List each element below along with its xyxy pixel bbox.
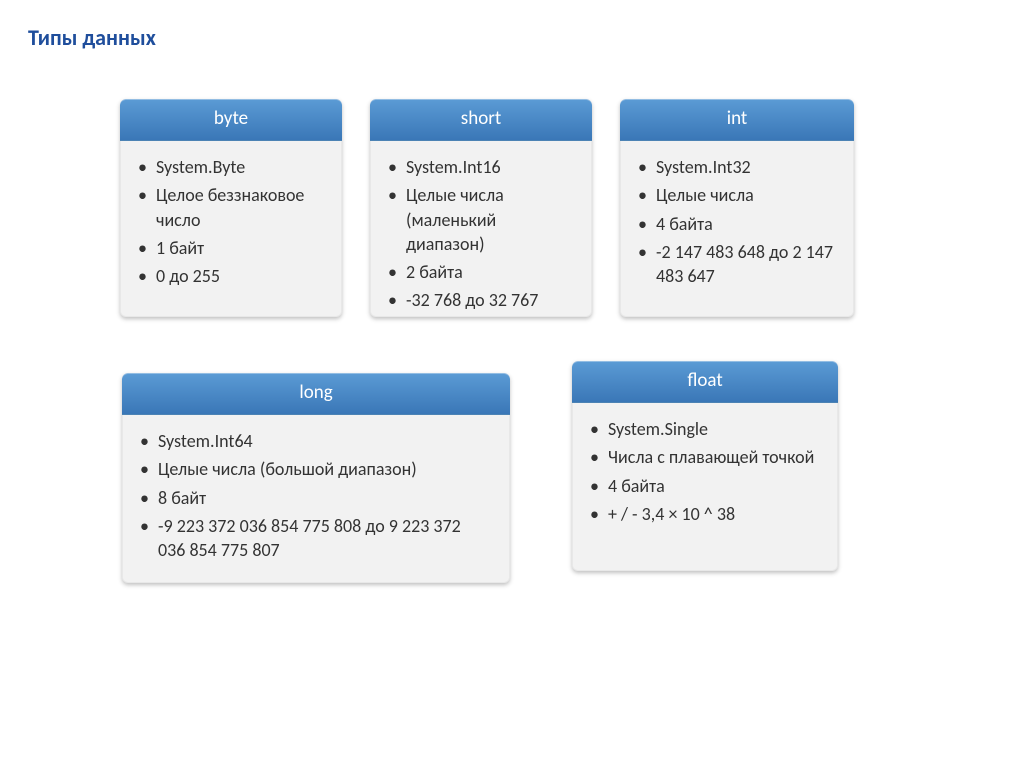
card-short-body: System.Int16 Целые числа (маленький диап…: [370, 141, 592, 317]
list-item: 2 байта: [388, 260, 574, 284]
list-item: System.Int32: [638, 155, 836, 179]
list-item: + / - 3,4 × 10 ^ 38: [590, 502, 820, 526]
list-item: -2 147 483 648 до 2 147 483 647: [638, 240, 836, 289]
card-int-body: System.Int32 Целые числа 4 байта -2 147 …: [620, 141, 854, 312]
list-item: -9 223 372 036 854 775 808 до 9 223 372 …: [140, 514, 492, 563]
list-item: 1 байт: [138, 236, 324, 260]
card-short: short System.Int16 Целые числа (маленьки…: [370, 99, 592, 317]
card-float-header: float: [572, 361, 838, 403]
card-float-body: System.Single Числа с плавающей точкой 4…: [572, 403, 838, 550]
card-long: long System.Int64 Целые числа (большой д…: [122, 373, 510, 583]
page-title: Типы данных: [28, 24, 996, 51]
list-item: -32 768 до 32 767: [388, 288, 574, 312]
cards-container: byte System.Byte Целое беззнаковое число…: [28, 99, 996, 739]
list-item: System.Byte: [138, 155, 324, 179]
card-long-body: System.Int64 Целые числа (большой диапаз…: [122, 415, 510, 583]
card-byte: byte System.Byte Целое беззнаковое число…: [120, 99, 342, 317]
list-item: System.Int64: [140, 429, 492, 453]
list-item: 4 байта: [590, 474, 820, 498]
card-byte-body: System.Byte Целое беззнаковое число 1 ба…: [120, 141, 342, 312]
list-item: System.Single: [590, 417, 820, 441]
list-item: Целые числа (большой диапазон): [140, 457, 492, 481]
list-item: Числа с плавающей точкой: [590, 445, 820, 469]
list-item: System.Int16: [388, 155, 574, 179]
list-item: Целые числа: [638, 183, 836, 207]
card-short-header: short: [370, 99, 592, 141]
card-float: float System.Single Числа с плавающей то…: [572, 361, 838, 571]
list-item: Целые числа (маленький диапазон): [388, 183, 574, 256]
list-item: 0 до 255: [138, 264, 324, 288]
card-int: int System.Int32 Целые числа 4 байта -2 …: [620, 99, 854, 317]
card-int-header: int: [620, 99, 854, 141]
list-item: 4 байта: [638, 212, 836, 236]
list-item: Целое беззнаковое число: [138, 183, 324, 232]
list-item: 8 байт: [140, 486, 492, 510]
card-byte-header: byte: [120, 99, 342, 141]
card-long-header: long: [122, 373, 510, 415]
